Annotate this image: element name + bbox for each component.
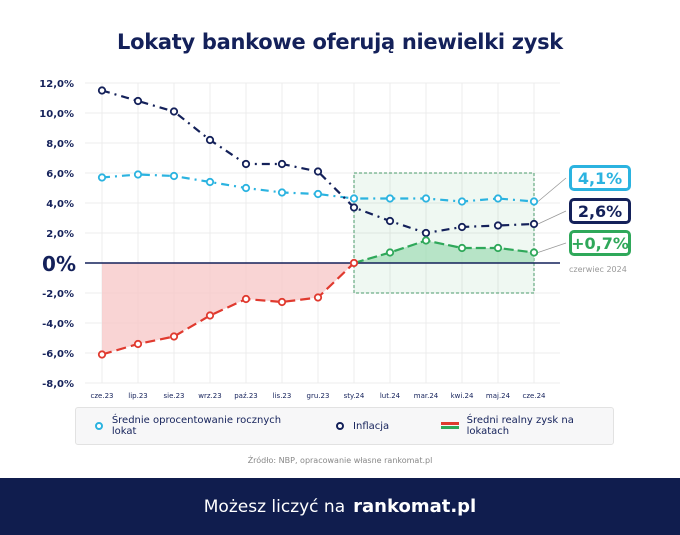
real-gain-point — [529, 248, 539, 257]
y-tick-label: 2,0% — [46, 229, 74, 240]
deposit-point — [349, 194, 359, 203]
inflation-point — [421, 228, 431, 238]
y-tick-label: 6,0% — [46, 169, 74, 180]
deposit-point — [421, 194, 431, 203]
cyan-circle-icon — [95, 422, 103, 430]
leader-line — [537, 210, 567, 225]
legend-label: Inflacja — [353, 420, 390, 432]
y-tick-label: -8,0% — [42, 379, 74, 390]
x-tick-label: lis.23 — [273, 392, 292, 400]
deposit-point — [529, 197, 539, 206]
x-tick-label: sty.24 — [344, 392, 365, 400]
y-tick-label: 4,0% — [46, 199, 74, 210]
y-tick-label: -4,0% — [42, 319, 74, 330]
x-tick-label: mar.24 — [414, 392, 439, 400]
deposit-point — [493, 194, 503, 203]
leader-line — [537, 177, 567, 202]
negative-area — [102, 263, 354, 355]
deposit-point — [169, 171, 179, 181]
real-gain-point — [493, 243, 503, 253]
real-gain-point — [241, 294, 251, 304]
inflation-point — [277, 159, 287, 169]
y-tick-label: 8,0% — [46, 139, 74, 150]
deposit-point — [205, 177, 215, 187]
x-tick-label: lut.24 — [380, 392, 401, 400]
source-note: Źródło: NBP, opracowanie własne rankomat… — [247, 456, 433, 465]
inflation-point — [241, 159, 251, 169]
line-chart: 12,0% 10,0% 8,0% 6,0% 4,0% 2,0% 0% -2,0% -4,0% -6… — [39, 79, 567, 400]
legend-label: Średnie oprocentowanie rocznych lokat — [111, 415, 282, 437]
legend-label: Średni realny zysk na lokatach — [466, 415, 574, 437]
deposit-point — [313, 189, 323, 199]
x-tick-label: cze.23 — [91, 392, 114, 400]
red-green-line-icon — [441, 422, 459, 429]
x-tick-label: paź.23 — [234, 392, 258, 400]
y-tick-label: 10,0% — [39, 109, 74, 120]
x-tick-label: gru.23 — [307, 392, 330, 400]
inflation-point — [457, 222, 467, 232]
navy-circle-icon — [336, 422, 345, 430]
x-tick-label: sie.23 — [163, 392, 184, 400]
real-gain-point — [313, 293, 323, 302]
inflation-point — [97, 86, 107, 95]
brand-logo: rankomat.pl — [353, 496, 477, 517]
real-gain-point — [277, 297, 287, 307]
inflation-point — [205, 135, 215, 145]
real-gain-point — [133, 339, 143, 349]
inflation-point — [313, 167, 323, 176]
real-gain-point — [457, 243, 467, 253]
x-tick-label: kwi.24 — [451, 392, 474, 400]
real-gain-point — [385, 248, 395, 257]
inflation-point — [529, 219, 539, 229]
real-gain-point — [169, 332, 179, 341]
real-gain-point — [97, 350, 107, 359]
x-tick-label: lip.23 — [128, 392, 147, 400]
deposit-point — [133, 170, 143, 179]
deposit-point — [97, 173, 107, 182]
legend-item-deposits: Średnie oprocentowanie rocznych lokat — [94, 415, 305, 437]
legend-item-inflation: Inflacja — [335, 421, 421, 432]
y-tick-label: 0% — [42, 252, 76, 276]
real-gain-badge: +0,7% — [569, 230, 631, 256]
legend: Średnie oprocentowanie rocznych lokat In… — [75, 407, 614, 445]
deposit-point — [241, 183, 251, 193]
inflation-point — [493, 221, 503, 230]
deposit-point — [385, 194, 395, 203]
highlight-region — [353, 172, 535, 294]
positive-area — [354, 240, 534, 263]
y-tick-label: -2,0% — [42, 289, 74, 300]
y-tick-label: -6,0% — [42, 349, 74, 360]
y-tick-label: 12,0% — [39, 79, 74, 90]
footer-tagline: Możesz liczyć na — [203, 496, 346, 517]
x-tick-label: wrz.23 — [198, 392, 221, 400]
inflation-point — [385, 216, 395, 226]
real-gain-negative-line — [101, 262, 355, 356]
real-gain-positive-line — [353, 239, 535, 265]
x-tick-label: cze.24 — [523, 392, 547, 400]
real-gain-point — [205, 311, 215, 320]
inflation-point — [349, 203, 359, 212]
legend-item-real: Średni realny zysk na lokatach — [441, 415, 613, 437]
deposit-badge: 4,1% — [569, 165, 631, 191]
real-gain-point — [421, 236, 431, 245]
deposit-point — [457, 197, 467, 206]
inflation-point — [169, 107, 179, 116]
footer: Możesz liczyć na rankomat.pl — [0, 478, 680, 535]
inflation-point — [133, 96, 143, 106]
period-label: czerwiec 2024 — [569, 265, 627, 274]
chart-title: Lokaty bankowe oferują niewielki zysk — [117, 30, 563, 54]
real-gain-point — [349, 258, 359, 268]
leader-line — [537, 242, 567, 253]
x-tick-label: maj.24 — [486, 392, 511, 400]
deposit-point — [277, 188, 287, 197]
inflation-badge: 2,6% — [569, 198, 631, 224]
